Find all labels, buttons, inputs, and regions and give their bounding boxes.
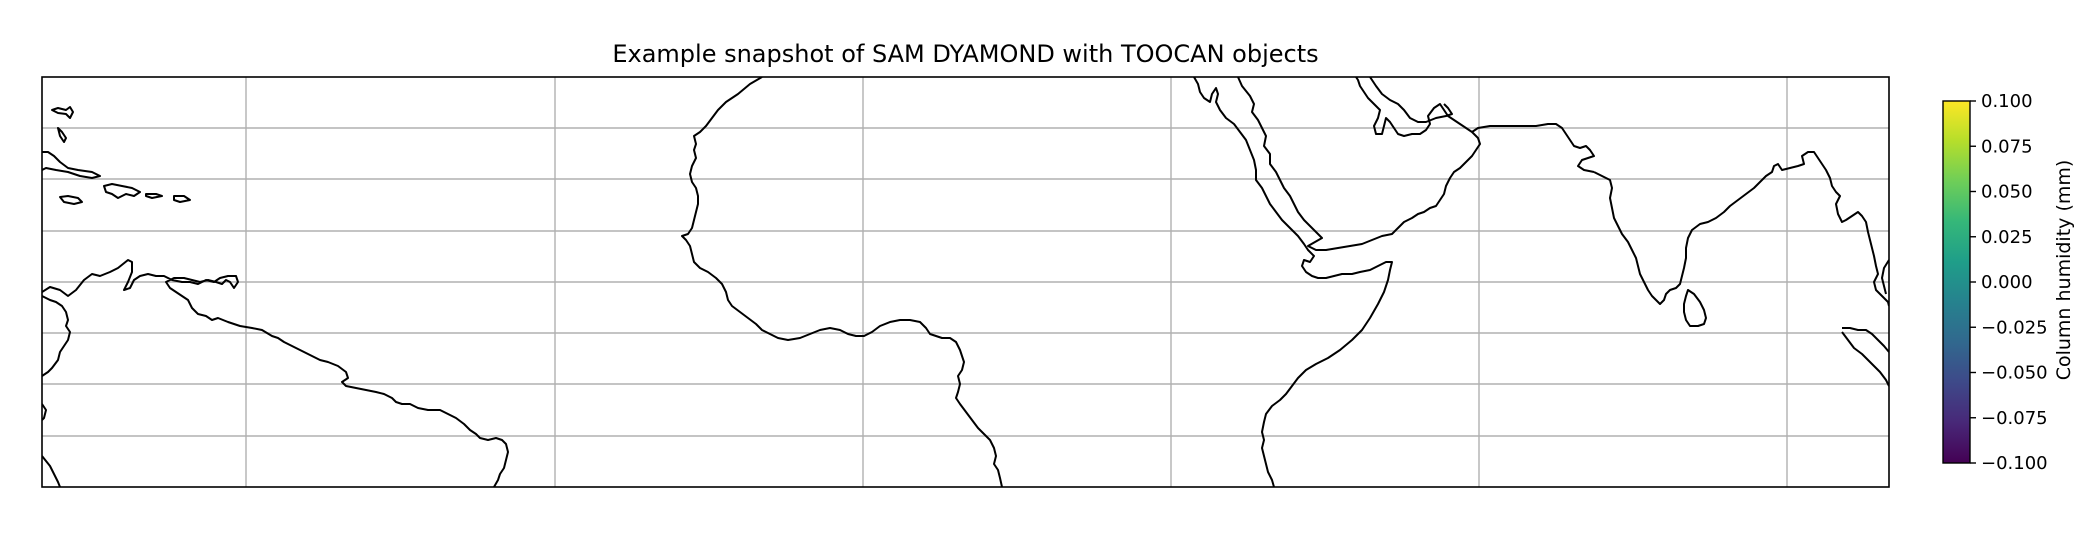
coastline-caribbean-hispaniola bbox=[103, 183, 141, 199]
colorbar-tick-label: −0.050 bbox=[1981, 363, 2048, 384]
map-title: Example snapshot of SAM DYAMOND with TOO… bbox=[612, 40, 1319, 68]
map-frame bbox=[41, 76, 1890, 488]
coastline-caribbean-bahamas bbox=[51, 106, 74, 119]
coastline-caribbean-puerto-rico bbox=[145, 193, 163, 199]
colorbar-tick-label: 0.075 bbox=[1981, 136, 2033, 157]
coastline-south-america-tip bbox=[42, 403, 47, 421]
colorbar-tick-label: −0.025 bbox=[1981, 317, 2048, 338]
coastline-brazil-tip bbox=[42, 455, 61, 487]
colorbar: 0.100 0.075 0.050 0.025 0.000 −0.025 −0.050 −0.… bbox=[1942, 91, 2048, 474]
colorbar-tick-label: 0.100 bbox=[1981, 91, 2033, 112]
colorbar-label: Column humidity (mm) bbox=[2053, 159, 2075, 381]
coastline-sumatra bbox=[1842, 327, 1889, 353]
coastline-iran-pakistan bbox=[1471, 123, 1595, 173]
coastline-south-america bbox=[42, 259, 509, 487]
colorbar-tick-label: 0.050 bbox=[1981, 182, 2033, 203]
coastline-india bbox=[1593, 151, 1889, 307]
coastline-myanmar-east bbox=[1881, 259, 1889, 295]
coastline-red-sea-africa bbox=[1193, 77, 1393, 487]
colorbar-tick-label: 0.025 bbox=[1981, 227, 2033, 248]
coastline-caribbean-islet bbox=[57, 127, 67, 143]
colorbar-tick-label: 0.000 bbox=[1981, 272, 2033, 293]
coastline-caribbean-lesser-antilles bbox=[173, 195, 191, 203]
coastlines bbox=[42, 77, 1889, 487]
coastline-caribbean-jamaica bbox=[59, 195, 83, 205]
map-gridlines bbox=[42, 77, 1889, 487]
coastline-malay bbox=[1841, 331, 1889, 387]
coastline-south-america-west bbox=[42, 295, 71, 377]
coastline-persian-gulf-north bbox=[1369, 77, 1453, 123]
colorbar-tick-label: −0.100 bbox=[1981, 453, 2048, 474]
coastline-west-africa bbox=[681, 77, 1003, 487]
coastline-sri-lanka bbox=[1683, 289, 1707, 327]
coastline-arabian-peninsula bbox=[1237, 77, 1481, 251]
colorbar-gradient bbox=[1943, 101, 1970, 463]
coastline-caribbean-cuba bbox=[42, 151, 101, 179]
colorbar-tick-label: −0.075 bbox=[1981, 408, 2048, 429]
